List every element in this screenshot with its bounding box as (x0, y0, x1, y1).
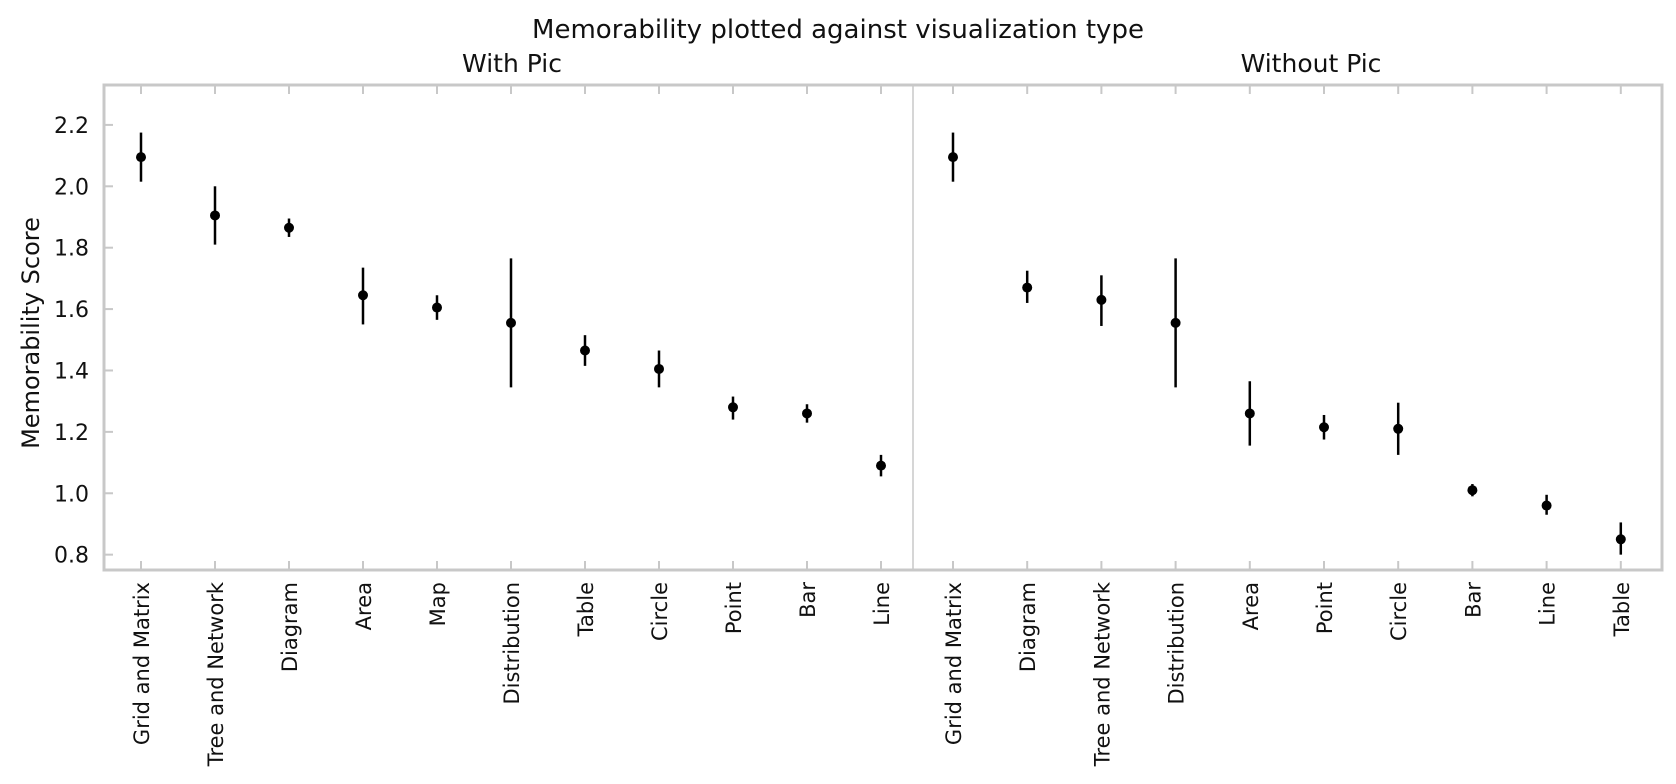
panel-title-without-pic: Without Pic (1241, 49, 1382, 78)
x-tick-label: Diagram (1016, 582, 1040, 672)
data-point (1615, 534, 1626, 545)
y-tick-label: 0.8 (54, 544, 89, 569)
data-point (876, 460, 886, 471)
plot-frame (102, 83, 1664, 572)
x-tick-label: Tree and Network (1090, 581, 1114, 767)
x-tick-label: Grid and Matrix (130, 582, 154, 745)
data-point (580, 345, 590, 356)
x-tick-label: Circle (648, 582, 672, 641)
x-tick-label: Table (1610, 582, 1634, 637)
data-point (802, 408, 812, 419)
y-axis: 0.8 1.0 1.2 1.4 1.6 1.8 2.0 2.2 (54, 114, 113, 569)
panel-title-with-pic: With Pic (462, 49, 562, 78)
data-point (506, 317, 516, 328)
x-tick-label: Grid and Matrix (942, 582, 966, 745)
y-tick-label: 2.2 (54, 114, 89, 139)
x-axis: Grid and Matrix Tree and Network Diagram Ar… (130, 85, 1634, 767)
chart-title: Memorability plotted against visualizati… (532, 15, 1144, 45)
x-tick-label: Tree and Network (204, 581, 228, 767)
data-point (1244, 408, 1255, 419)
data-point (654, 363, 664, 374)
data-point (1096, 294, 1107, 305)
x-tick-label: Bar (796, 582, 820, 618)
data-point (210, 210, 220, 221)
data-point (948, 152, 958, 163)
data-point (1319, 422, 1329, 433)
data-point (1022, 282, 1033, 293)
data-point (284, 222, 294, 233)
chart-marks (136, 132, 1626, 555)
x-tick-label: Point (722, 582, 746, 634)
x-tick-label: Distribution (500, 582, 524, 705)
y-tick-label: 1.8 (54, 237, 89, 262)
data-point (728, 402, 738, 413)
y-tick-label: 1.4 (54, 359, 89, 384)
data-point (432, 302, 442, 313)
y-tick-label: 1.0 (54, 482, 89, 507)
x-tick-label: Line (1536, 582, 1560, 626)
y-tick-label: 1.6 (54, 298, 89, 323)
data-point (1541, 500, 1552, 511)
x-tick-label: Table (574, 582, 598, 637)
data-point (1170, 317, 1181, 328)
x-tick-label: Area (1239, 582, 1263, 630)
x-tick-label: Diagram (278, 582, 302, 672)
x-tick-label: Distribution (1165, 582, 1189, 705)
data-point (1467, 485, 1478, 496)
data-point (358, 290, 368, 301)
x-tick-label: Bar (1461, 582, 1485, 618)
y-tick-label: 1.2 (54, 421, 89, 446)
x-tick-label: Line (870, 582, 894, 626)
x-tick-label: Circle (1387, 582, 1411, 641)
x-tick-label: Point (1313, 582, 1337, 634)
data-point (1393, 423, 1404, 434)
y-tick-label: 2.0 (54, 175, 89, 200)
x-tick-label: Map (426, 582, 450, 626)
y-axis-label: Memorability Score (17, 217, 45, 449)
data-point (136, 152, 146, 163)
x-tick-label: Area (352, 582, 376, 630)
